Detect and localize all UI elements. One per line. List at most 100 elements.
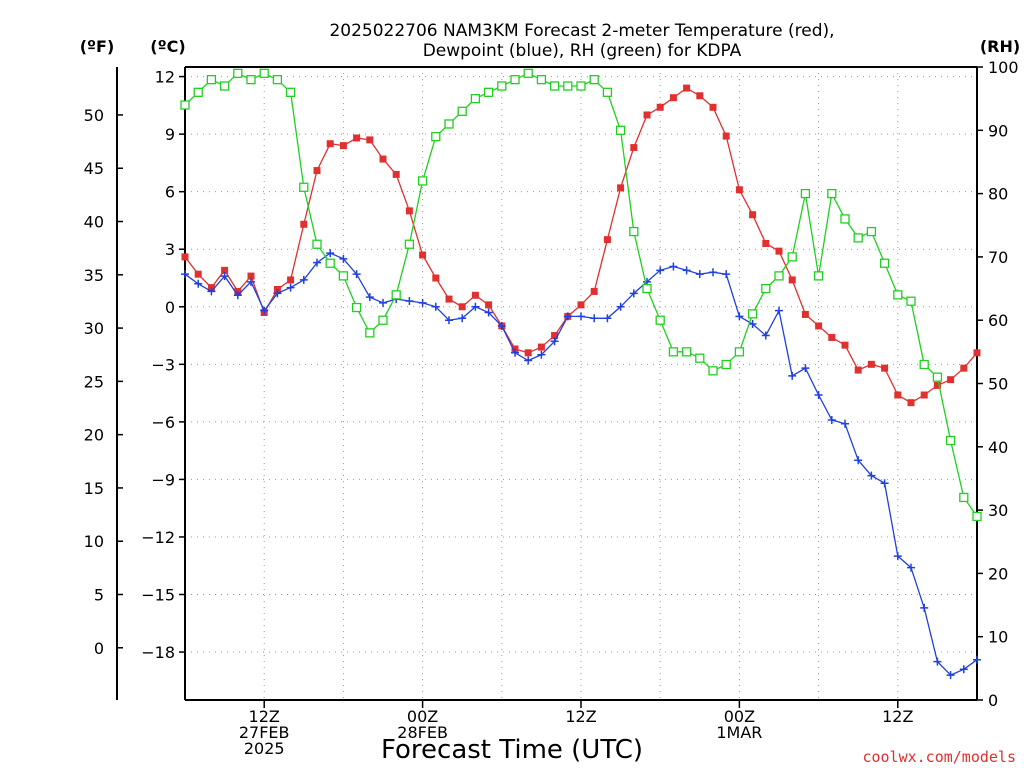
rh-point — [747, 309, 758, 319]
temperature-point — [247, 272, 255, 280]
temperature-point — [366, 136, 374, 144]
rh-point — [417, 176, 428, 186]
temperature-point — [313, 167, 321, 175]
tick-label-x: 2025 — [244, 739, 285, 758]
rh-point — [919, 359, 929, 370]
series-layer — [180, 68, 982, 680]
temperature-point — [920, 391, 928, 399]
temperature-point — [353, 134, 361, 142]
temperature-point — [683, 84, 691, 92]
dewpoint-point — [524, 356, 533, 365]
rh-point — [602, 87, 613, 97]
dewpoint-point — [379, 298, 387, 307]
rh-point — [510, 75, 520, 85]
tick-label-f: 10 — [84, 532, 104, 551]
dewpoint-point — [550, 337, 559, 346]
tick-label-f: 20 — [84, 426, 104, 445]
dewpoint-point — [827, 415, 836, 424]
dewpoint-point — [867, 471, 876, 480]
tick-label-rh: 50 — [988, 375, 1008, 394]
tick-label-x: 00Z — [407, 707, 438, 726]
dewpoint-point — [458, 314, 467, 323]
temperature-point — [894, 391, 902, 399]
temperature-point — [933, 381, 941, 389]
tick-label-rh: 40 — [988, 438, 1008, 457]
temperature-point — [537, 343, 545, 351]
temperature-point — [590, 287, 598, 295]
tick-label-f: 40 — [84, 213, 104, 232]
dewpoint-point — [709, 268, 717, 277]
rh-point — [365, 328, 375, 338]
dewpoint-point — [616, 302, 625, 311]
tick-label-rh: 80 — [988, 185, 1008, 204]
tick-label-x: 12Z — [249, 707, 280, 726]
unit-celsius: (ºC) — [150, 37, 185, 56]
grid-lines — [185, 67, 977, 700]
tick-label-x: 12Z — [882, 707, 913, 726]
dewpoint-point — [577, 312, 585, 321]
temperature-point — [392, 170, 400, 178]
temperature-point — [775, 247, 783, 255]
rh-point — [734, 347, 745, 357]
rh-point — [879, 258, 890, 268]
temperature-point — [722, 132, 730, 140]
x-axis-label: Forecast Time (UTC) — [381, 735, 643, 765]
dewpoint-point — [946, 671, 955, 680]
temperature-point — [194, 270, 202, 278]
dewpoint-point — [181, 270, 189, 279]
temperature-point — [339, 142, 347, 150]
dewpoint-point — [511, 348, 519, 357]
tick-label-c: −18 — [141, 643, 175, 662]
rh-point — [272, 75, 283, 85]
unit-rh: (RH) — [980, 37, 1020, 56]
rh-point — [893, 290, 903, 300]
dewpoint-point — [788, 371, 797, 380]
rh-point — [431, 131, 441, 142]
rh-point — [470, 94, 481, 104]
rh-point — [959, 492, 969, 503]
rh-point — [457, 106, 467, 116]
temperature-point — [947, 376, 955, 384]
rh-point — [378, 315, 388, 325]
chart-title-line1: 2025022706 NAM3KM Forecast 2-meter Tempe… — [329, 21, 834, 41]
dewpoint-point — [722, 270, 731, 279]
dewpoint-point — [431, 302, 440, 311]
temperature-point — [630, 144, 638, 152]
temperature-point — [287, 276, 295, 284]
temperature-point — [326, 140, 334, 148]
temperature-point — [300, 220, 308, 228]
temperature-point — [458, 303, 466, 311]
dewpoint-point — [735, 312, 744, 321]
tick-label-c: 0 — [165, 298, 175, 317]
rh-point — [972, 511, 982, 522]
dewpoint-point — [775, 306, 783, 315]
dewpoint-point — [814, 391, 823, 400]
rh-point — [813, 271, 824, 281]
tick-label-rh: 60 — [988, 311, 1008, 330]
temperature-point — [181, 253, 189, 261]
dewpoint-point — [841, 419, 849, 428]
dewpoint-point — [603, 314, 612, 323]
rh-point — [906, 296, 916, 306]
tick-label-rh: 0 — [988, 691, 998, 710]
rh-point — [827, 188, 837, 199]
rh-point — [285, 87, 296, 97]
rh-point — [721, 359, 731, 370]
rh-point — [787, 252, 797, 262]
dewpoint-point — [933, 657, 942, 666]
rh-point — [523, 68, 533, 78]
dewpoint-point — [299, 275, 308, 284]
rh-point — [866, 226, 877, 237]
tick-label-c: −6 — [151, 413, 175, 432]
temperature-point — [551, 332, 559, 340]
rh-point — [325, 258, 335, 268]
temperature-point — [841, 341, 849, 349]
rh-point — [563, 81, 573, 91]
dewpoint-point — [471, 302, 480, 311]
rh-point — [761, 283, 771, 294]
dewpoint-point — [748, 320, 757, 329]
rh-point — [932, 372, 943, 382]
rh-point — [642, 283, 652, 294]
temperature-point — [405, 207, 413, 215]
rh-point — [404, 239, 415, 249]
